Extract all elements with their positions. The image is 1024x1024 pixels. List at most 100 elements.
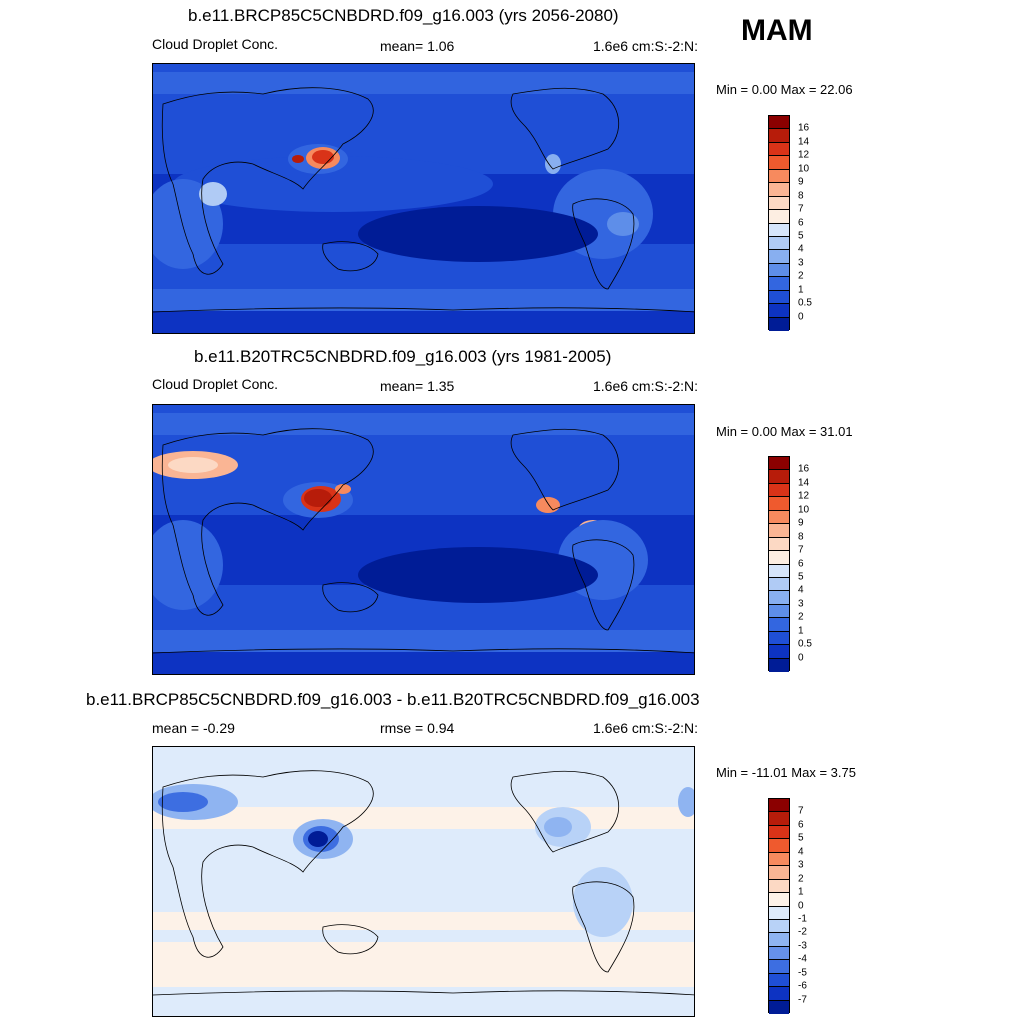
colorbar-tick-label: 5 — [798, 571, 804, 583]
colorbar-segment — [769, 825, 789, 840]
panel2-units-label: 1.6e6 cm:S:-2:N: — [593, 378, 699, 394]
panel3-units-label: 1.6e6 cm:S:-2:N: — [593, 720, 699, 736]
panel2-title: b.e11.B20TRC5CNBDRD.f09_g16.003 (yrs 198… — [194, 347, 612, 366]
colorbar-tick-label: 3 — [798, 257, 804, 269]
colorbar-tick-label: 10 — [798, 504, 810, 516]
colorbar-tick-label: 4 — [798, 243, 804, 255]
panel2-variable-label: Cloud Droplet Conc. — [152, 376, 279, 392]
colorbar-tick-label: 9 — [798, 517, 804, 529]
colorbar-tick-label: 2 — [798, 873, 804, 885]
colorbar-tick-label: 3 — [798, 859, 804, 871]
colorbar-segment — [769, 866, 789, 880]
colorbar-segment — [769, 236, 789, 251]
colorbar-segment — [769, 210, 789, 224]
colorbar-segment — [769, 1000, 789, 1014]
colorbar-segment — [769, 497, 789, 511]
colorbar-segment — [769, 564, 789, 578]
colorbar-segment — [769, 591, 789, 605]
colorbar-tick-label: 3 — [798, 598, 804, 610]
colorbar-tick-label: 14 — [798, 477, 810, 489]
panel2-mean-label: mean= 1.35 — [380, 378, 455, 394]
colorbar-tick-label: -7 — [798, 994, 807, 1006]
colorbar-segment — [769, 946, 789, 961]
colorbar-segment — [769, 183, 789, 197]
colorbar-tick-label: 4 — [798, 846, 804, 858]
colorbar-tick-label: 0.5 — [798, 638, 812, 650]
panel1-colorbar — [768, 115, 790, 331]
panel2-colorbar — [768, 456, 790, 672]
panel1-map — [152, 63, 695, 334]
colorbar-tick-label: 4 — [798, 584, 804, 596]
colorbar-tick-label: 5 — [798, 832, 804, 844]
colorbar-tick-label: 1 — [798, 625, 804, 637]
colorbar-tick-label: -3 — [798, 940, 807, 952]
colorbar-tick-label: 1 — [798, 284, 804, 296]
colorbar-tick-label: 2 — [798, 611, 804, 623]
colorbar-tick-label: -5 — [798, 967, 807, 979]
colorbar-tick-label: -6 — [798, 980, 807, 992]
panel1-title: b.e11.BRCP85C5CNBDRD.f09_g16.003 (yrs 20… — [188, 6, 619, 25]
colorbar-segment — [769, 196, 789, 211]
colorbar-segment — [769, 250, 789, 264]
colorbar-tick-label: 6 — [798, 558, 804, 569]
colorbar-segment — [769, 317, 789, 331]
colorbar-tick-label: 7 — [798, 544, 804, 556]
colorbar-segment — [769, 524, 789, 538]
colorbar-tick-label: 8 — [798, 190, 804, 202]
colorbar-segment — [769, 223, 789, 237]
colorbar-segment — [769, 960, 789, 974]
colorbar-segment — [769, 277, 789, 291]
colorbar-tick-label: 0 — [798, 900, 804, 911]
colorbar-tick-label: 14 — [798, 136, 810, 148]
colorbar-segment — [769, 879, 789, 894]
colorbar-tick-label: -4 — [798, 953, 807, 965]
colorbar-segment — [769, 537, 789, 552]
colorbar-segment — [769, 129, 789, 143]
colorbar-segment — [769, 483, 789, 498]
colorbar-tick-label: 6 — [798, 217, 804, 228]
colorbar-tick-label: 7 — [798, 805, 804, 817]
colorbar-tick-label: 9 — [798, 176, 804, 188]
colorbar-segment — [769, 906, 789, 920]
colorbar-segment — [769, 304, 789, 318]
colorbar-segment — [769, 919, 789, 934]
colorbar-segment — [769, 142, 789, 157]
panel3-mean-label: mean = -0.29 — [152, 720, 235, 736]
colorbar-segment — [769, 933, 789, 947]
colorbar-segment — [769, 658, 789, 672]
colorbar-segment — [769, 290, 789, 305]
colorbar-tick-label: 2 — [798, 270, 804, 282]
colorbar-tick-label: 10 — [798, 163, 810, 175]
colorbar-segment — [769, 604, 789, 619]
colorbar-segment — [769, 169, 789, 184]
colorbar-segment — [769, 812, 789, 826]
colorbar-segment — [769, 263, 789, 278]
panel3-title: b.e11.BRCP85C5CNBDRD.f09_g16.003 - b.e11… — [86, 690, 700, 709]
colorbar-segment — [769, 116, 789, 130]
colorbar-segment — [769, 551, 789, 565]
colorbar-segment — [769, 470, 789, 484]
colorbar-tick-label: 0.5 — [798, 297, 812, 309]
colorbar-tick-label: 1 — [798, 886, 804, 898]
colorbar-segment — [769, 893, 789, 907]
colorbar-tick-label: 12 — [798, 149, 810, 161]
panel2-minmax: Min = 0.00 Max = 31.01 — [716, 424, 853, 439]
colorbar-tick-label: 7 — [798, 203, 804, 215]
colorbar-segment — [769, 577, 789, 592]
colorbar-segment — [769, 973, 789, 988]
panel3-rmse-label: rmse = 0.94 — [380, 720, 455, 736]
colorbar-tick-label: 0 — [798, 311, 804, 323]
season-label: MAM — [741, 14, 813, 47]
colorbar-segment — [769, 645, 789, 659]
colorbar-segment — [769, 987, 789, 1001]
panel1-mean-label: mean= 1.06 — [380, 38, 455, 54]
colorbar-tick-label: 5 — [798, 230, 804, 242]
panel1-variable-label: Cloud Droplet Conc. — [152, 36, 279, 52]
panel3-minmax: Min = -11.01 Max = 3.75 — [716, 765, 856, 780]
panel2-map — [152, 404, 695, 675]
colorbar-tick-label: 12 — [798, 490, 810, 502]
panel3-map — [152, 746, 695, 1017]
panel1-units-label: 1.6e6 cm:S:-2:N: — [593, 38, 699, 54]
colorbar-tick-label: 16 — [798, 122, 810, 134]
colorbar-tick-label: 16 — [798, 463, 810, 475]
